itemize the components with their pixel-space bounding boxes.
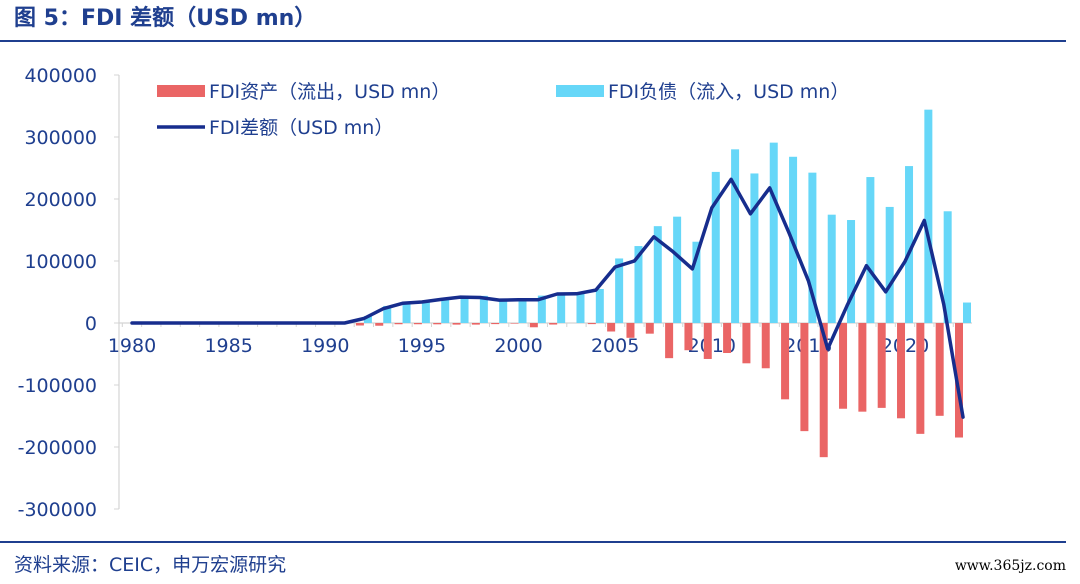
fdi-liabilities-bar [963,302,971,323]
fdi-liabilities-bar [460,295,469,323]
fdi-assets-bar [471,323,480,325]
legend: FDI资产（流出，USD mn） FDI负债（流入，USD mn） FDI差额（US… [157,81,849,139]
fdi-liabilities-bar [421,300,430,323]
legend-balance-label: FDI差额（USD mn） [209,117,393,139]
fdi-assets-bar [819,323,828,458]
fdi-assets-bar [626,323,635,338]
y-tick-label: -100000 [18,375,97,397]
fdi-balance-line [130,177,965,419]
fdi-liabilities-bar [673,216,682,323]
fdi-liabilities-bar [924,109,933,324]
fdi-assets-bar [433,323,442,325]
y-tick-label: 0 [85,313,97,335]
fdi-assets-bar [858,323,867,412]
fdi-assets-bar [684,323,693,351]
fdi-assets-bar [877,323,886,408]
fdi-liabilities-bar [808,172,817,323]
balance-line-group [130,177,965,419]
fdi-liabilities-bar [943,211,952,323]
fdi-assets-bar [742,323,751,364]
fdi-liabilities-bar [827,214,836,323]
fdi-assets-bar [800,323,809,432]
fdi-balance-chart: 400000 300000 200000 100000 0 -100000 -200000 -… [18,65,972,521]
fdi-assets-bar [549,323,558,325]
y-tick-label: 300000 [24,127,97,149]
fdi-assets-bar [839,323,848,409]
fdi-liabilities-bar [537,295,546,323]
y-tick-label: 200000 [24,189,97,211]
y-tick-label: -300000 [18,499,97,521]
fdi-liabilities-bar [731,149,740,323]
title-rule [0,40,1066,42]
fdi-assets-bar [491,323,500,325]
fdi-liabilities-bar [866,177,875,323]
fdi-liabilities-bar [653,226,662,323]
fdi-liabilities-bar [441,298,450,323]
fdi-liabilities-bar [885,206,894,323]
y-tick-label: -200000 [18,437,97,459]
watermark: www.365jz.com [954,558,1066,574]
fdi-liabilities-bar [499,298,508,323]
legend-liabilities-swatch [556,85,604,97]
x-tick-label: 1990 [301,335,349,357]
fdi-liabilities-bar [905,166,914,323]
fdi-assets-bar [665,323,674,359]
fdi-assets-bar [897,323,906,419]
fdi-assets-bar [413,323,422,325]
fdi-assets-bar [916,323,925,434]
fdi-liabilities-bar [750,173,759,323]
x-tick-label: 2000 [494,335,542,357]
fdi-liabilities-bar [576,293,585,323]
figure-title: 图 5：FDI 差额（USD mn） [14,6,317,31]
fdi-liabilities-bar [711,171,720,323]
fdi-assets-bar [955,323,963,438]
fdi-assets-bar [645,323,654,334]
fdi-assets-bar [723,323,732,354]
fdi-assets-bar [452,323,461,325]
y-tick-label: 400000 [24,65,97,87]
fdi-liabilities-bar [692,241,701,323]
legend-liabilities-label: FDI负债（流入，USD mn） [608,81,849,103]
y-tick-label: 100000 [24,251,97,273]
fdi-assets-bar [761,323,770,369]
fdi-liabilities-bar [557,292,566,323]
fdi-assets-bar [355,323,364,326]
fdi-liabilities-bar [847,220,856,323]
fdi-liabilities-bar [402,302,411,323]
x-tick-label: 2005 [591,335,639,357]
x-tick-label: 1995 [398,335,446,357]
footer-rule [0,541,1066,543]
fdi-assets-bar [781,323,790,400]
fdi-assets-bar [935,323,944,416]
legend-assets-label: FDI资产（流出，USD mn） [209,81,450,103]
x-tick-label: 1985 [204,335,252,357]
fdi-assets-bar [587,323,596,325]
fdi-assets-bar [607,323,616,332]
fdi-assets-bar [394,323,403,325]
fdi-liabilities-bar [615,258,624,323]
fdi-liabilities-bar [383,305,392,323]
fdi-liabilities-bar [634,246,643,323]
x-tick-label: 1980 [108,335,156,357]
legend-assets-swatch [157,85,205,97]
source-note: 资料来源：CEIC，申万宏源研究 [14,554,287,576]
fdi-liabilities-bar [595,288,604,323]
fdi-assets-bar [510,323,519,324]
fdi-liabilities-bar [769,142,778,323]
y-axis: 400000 300000 200000 100000 0 -100000 -200000 -… [18,65,120,521]
fdi-assets-bar [529,323,538,328]
fdi-assets-bar [703,323,712,359]
fdi-liabilities-bar [518,299,527,323]
fdi-assets-bar [375,323,384,326]
fdi-liabilities-bar [479,295,488,323]
fdi-liabilities-bar [363,316,372,323]
